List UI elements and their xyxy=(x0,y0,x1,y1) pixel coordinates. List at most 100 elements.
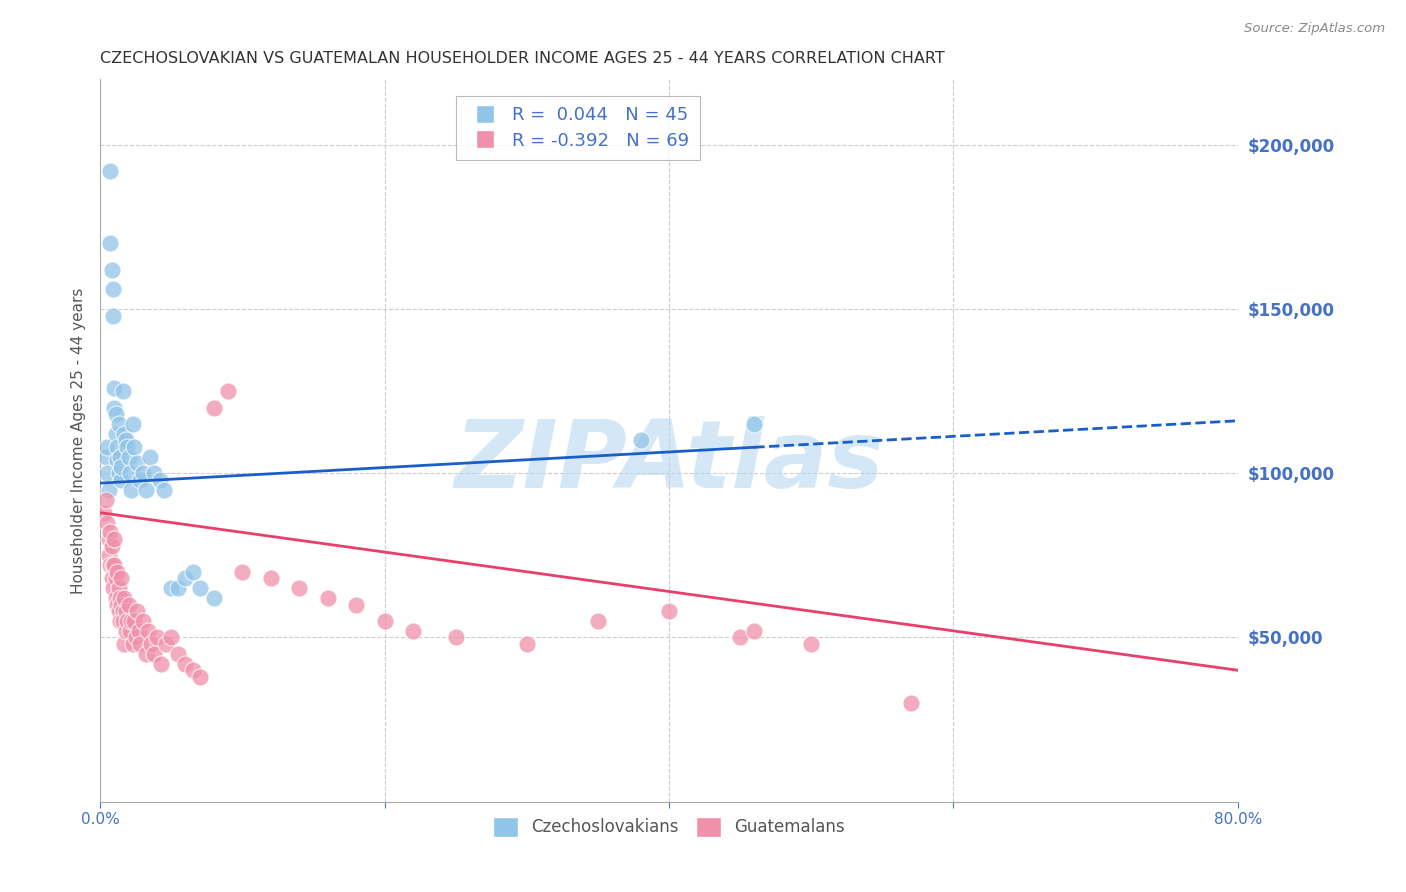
Point xyxy=(110,598,132,612)
Point xyxy=(114,624,136,638)
Point xyxy=(96,467,118,481)
Point xyxy=(181,663,204,677)
Point xyxy=(115,614,138,628)
Point xyxy=(149,473,172,487)
Point xyxy=(135,647,157,661)
Point xyxy=(288,581,311,595)
Point xyxy=(118,624,141,638)
Point xyxy=(586,614,609,628)
Point xyxy=(167,581,190,595)
Point xyxy=(120,483,142,497)
Point xyxy=(101,581,124,595)
Point xyxy=(202,401,225,415)
Point xyxy=(188,581,211,595)
Point xyxy=(128,624,150,638)
Y-axis label: Householder Income Ages 25 - 44 years: Householder Income Ages 25 - 44 years xyxy=(72,287,86,594)
Point xyxy=(160,581,183,595)
Point xyxy=(167,647,190,661)
Point xyxy=(122,440,145,454)
Point xyxy=(114,434,136,448)
Point xyxy=(188,670,211,684)
Point xyxy=(202,591,225,605)
Point xyxy=(316,591,339,605)
Point xyxy=(138,624,160,638)
Point xyxy=(139,450,162,464)
Point xyxy=(110,473,132,487)
Point xyxy=(98,164,121,178)
Text: ZIPAtlas: ZIPAtlas xyxy=(454,417,884,508)
Point xyxy=(402,624,425,638)
Point xyxy=(132,614,155,628)
Point xyxy=(105,598,128,612)
Point xyxy=(107,417,129,431)
Point xyxy=(107,467,129,481)
Point xyxy=(103,401,125,415)
Point xyxy=(103,558,125,573)
Point xyxy=(108,614,131,628)
Point xyxy=(121,417,143,431)
Point xyxy=(728,631,751,645)
Point xyxy=(174,657,197,671)
Point xyxy=(127,604,149,618)
Point xyxy=(153,483,176,497)
Point xyxy=(630,434,652,448)
Point xyxy=(98,236,121,251)
Point xyxy=(103,532,125,546)
Point xyxy=(94,450,117,464)
Point xyxy=(107,604,129,618)
Point xyxy=(107,581,129,595)
Point xyxy=(155,637,177,651)
Point xyxy=(98,525,121,540)
Point xyxy=(150,657,173,671)
Point xyxy=(110,571,132,585)
Point xyxy=(122,614,145,628)
Point xyxy=(143,467,166,481)
Point xyxy=(100,262,122,277)
Point xyxy=(103,381,125,395)
Point xyxy=(93,506,115,520)
Point xyxy=(94,492,117,507)
Point xyxy=(129,473,152,487)
Point xyxy=(800,637,823,651)
Point xyxy=(112,426,135,441)
Point xyxy=(104,426,127,441)
Point xyxy=(658,604,681,618)
Point xyxy=(174,571,197,585)
Point xyxy=(260,571,283,585)
Point xyxy=(105,565,128,579)
Point xyxy=(374,614,396,628)
Point xyxy=(100,571,122,585)
Point xyxy=(744,624,766,638)
Point xyxy=(98,558,121,573)
Point xyxy=(101,282,124,296)
Point xyxy=(516,637,538,651)
Point xyxy=(105,440,128,454)
Point xyxy=(112,591,135,605)
Point xyxy=(143,647,166,661)
Point xyxy=(108,450,131,464)
Point xyxy=(104,407,127,421)
Point xyxy=(160,631,183,645)
Point xyxy=(141,637,163,651)
Point xyxy=(127,457,149,471)
Point xyxy=(111,614,134,628)
Legend: Czechoslovakians, Guatemalans: Czechoslovakians, Guatemalans xyxy=(486,810,852,844)
Point xyxy=(344,598,367,612)
Point xyxy=(104,591,127,605)
Point xyxy=(96,440,118,454)
Point xyxy=(108,591,131,605)
Point xyxy=(129,637,152,651)
Point xyxy=(114,604,136,618)
Point xyxy=(132,467,155,481)
Point xyxy=(181,565,204,579)
Point xyxy=(111,384,134,399)
Point xyxy=(110,459,132,474)
Point xyxy=(105,453,128,467)
Point xyxy=(97,549,120,563)
Point xyxy=(100,539,122,553)
Point xyxy=(96,516,118,530)
Point xyxy=(101,309,124,323)
Point xyxy=(104,571,127,585)
Point xyxy=(101,558,124,573)
Point xyxy=(744,417,766,431)
